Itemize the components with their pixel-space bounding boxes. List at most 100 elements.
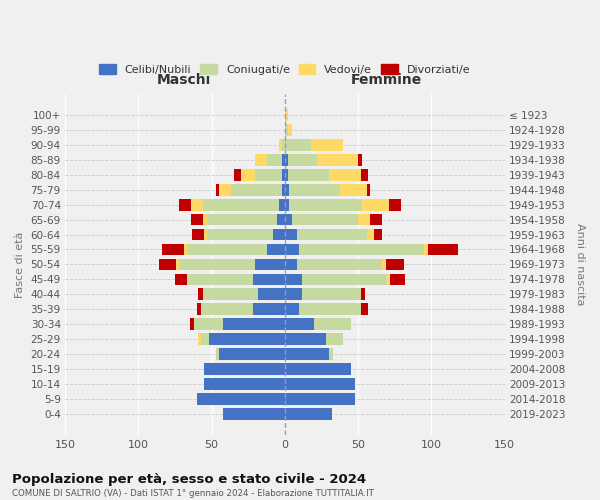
- Bar: [184, 244, 187, 256]
- Bar: [179, 258, 256, 270]
- Bar: [302, 274, 388, 285]
- Bar: [273, 228, 285, 240]
- Bar: [358, 154, 362, 166]
- Bar: [288, 124, 292, 136]
- Bar: [386, 258, 404, 270]
- Bar: [362, 199, 389, 210]
- Bar: [197, 393, 285, 404]
- Bar: [285, 378, 355, 390]
- Bar: [219, 184, 230, 196]
- Bar: [285, 244, 299, 256]
- Bar: [374, 228, 382, 240]
- Bar: [285, 393, 355, 404]
- Bar: [285, 408, 332, 420]
- Bar: [285, 318, 314, 330]
- Bar: [233, 169, 241, 180]
- Bar: [289, 184, 340, 196]
- Bar: [253, 304, 285, 315]
- Bar: [216, 184, 219, 196]
- Bar: [370, 214, 382, 226]
- Bar: [340, 184, 367, 196]
- Bar: [176, 258, 179, 270]
- Bar: [187, 244, 267, 256]
- Bar: [241, 169, 256, 180]
- Bar: [285, 334, 326, 345]
- Bar: [367, 228, 374, 240]
- Bar: [159, 258, 176, 270]
- Text: COMUNE DI SALTRIO (VA) - Dati ISTAT 1° gennaio 2024 - Elaborazione TUTTITALIA.IT: COMUNE DI SALTRIO (VA) - Dati ISTAT 1° g…: [12, 489, 374, 498]
- Bar: [256, 258, 285, 270]
- Bar: [256, 169, 282, 180]
- Bar: [285, 274, 302, 285]
- Bar: [204, 228, 207, 240]
- Bar: [285, 109, 288, 121]
- Bar: [191, 199, 203, 210]
- Bar: [296, 258, 382, 270]
- Bar: [187, 274, 253, 285]
- Bar: [285, 169, 288, 180]
- Bar: [219, 348, 285, 360]
- Bar: [190, 318, 194, 330]
- Y-axis label: Fasce di età: Fasce di età: [15, 231, 25, 298]
- Bar: [223, 318, 285, 330]
- Bar: [201, 334, 209, 345]
- Bar: [285, 228, 296, 240]
- Bar: [199, 288, 203, 300]
- Bar: [285, 139, 311, 151]
- Bar: [329, 348, 333, 360]
- Bar: [285, 214, 292, 226]
- Bar: [285, 184, 289, 196]
- Bar: [292, 214, 358, 226]
- Bar: [302, 288, 361, 300]
- Bar: [326, 334, 343, 345]
- Bar: [179, 199, 191, 210]
- Bar: [216, 348, 219, 360]
- Bar: [358, 214, 370, 226]
- Bar: [296, 228, 367, 240]
- Bar: [391, 274, 405, 285]
- Bar: [203, 199, 279, 210]
- Bar: [329, 169, 361, 180]
- Bar: [259, 288, 285, 300]
- Bar: [317, 154, 358, 166]
- Bar: [285, 258, 296, 270]
- Bar: [285, 288, 302, 300]
- Bar: [314, 318, 351, 330]
- Bar: [201, 304, 253, 315]
- Text: Femmine: Femmine: [350, 73, 422, 87]
- Bar: [230, 184, 282, 196]
- Bar: [285, 199, 289, 210]
- Bar: [288, 154, 317, 166]
- Bar: [299, 244, 424, 256]
- Bar: [299, 304, 361, 315]
- Bar: [311, 139, 343, 151]
- Bar: [282, 154, 285, 166]
- Bar: [193, 228, 204, 240]
- Bar: [197, 304, 201, 315]
- Text: Popolazione per età, sesso e stato civile - 2024: Popolazione per età, sesso e stato civil…: [12, 472, 366, 486]
- Legend: Celibi/Nubili, Coniugati/e, Vedovi/e, Divorziati/e: Celibi/Nubili, Coniugati/e, Vedovi/e, Di…: [95, 60, 475, 80]
- Bar: [207, 214, 277, 226]
- Bar: [256, 154, 267, 166]
- Bar: [285, 124, 288, 136]
- Bar: [277, 214, 285, 226]
- Bar: [207, 228, 273, 240]
- Bar: [161, 244, 184, 256]
- Bar: [199, 334, 201, 345]
- Bar: [361, 288, 365, 300]
- Bar: [209, 334, 285, 345]
- Bar: [388, 274, 391, 285]
- Bar: [175, 274, 187, 285]
- Bar: [253, 274, 285, 285]
- Bar: [267, 244, 285, 256]
- Y-axis label: Anni di nascita: Anni di nascita: [575, 223, 585, 306]
- Bar: [279, 199, 285, 210]
- Bar: [428, 244, 458, 256]
- Bar: [194, 318, 223, 330]
- Bar: [191, 214, 203, 226]
- Bar: [204, 363, 285, 375]
- Bar: [285, 304, 299, 315]
- Bar: [223, 408, 285, 420]
- Bar: [204, 378, 285, 390]
- Bar: [282, 139, 285, 151]
